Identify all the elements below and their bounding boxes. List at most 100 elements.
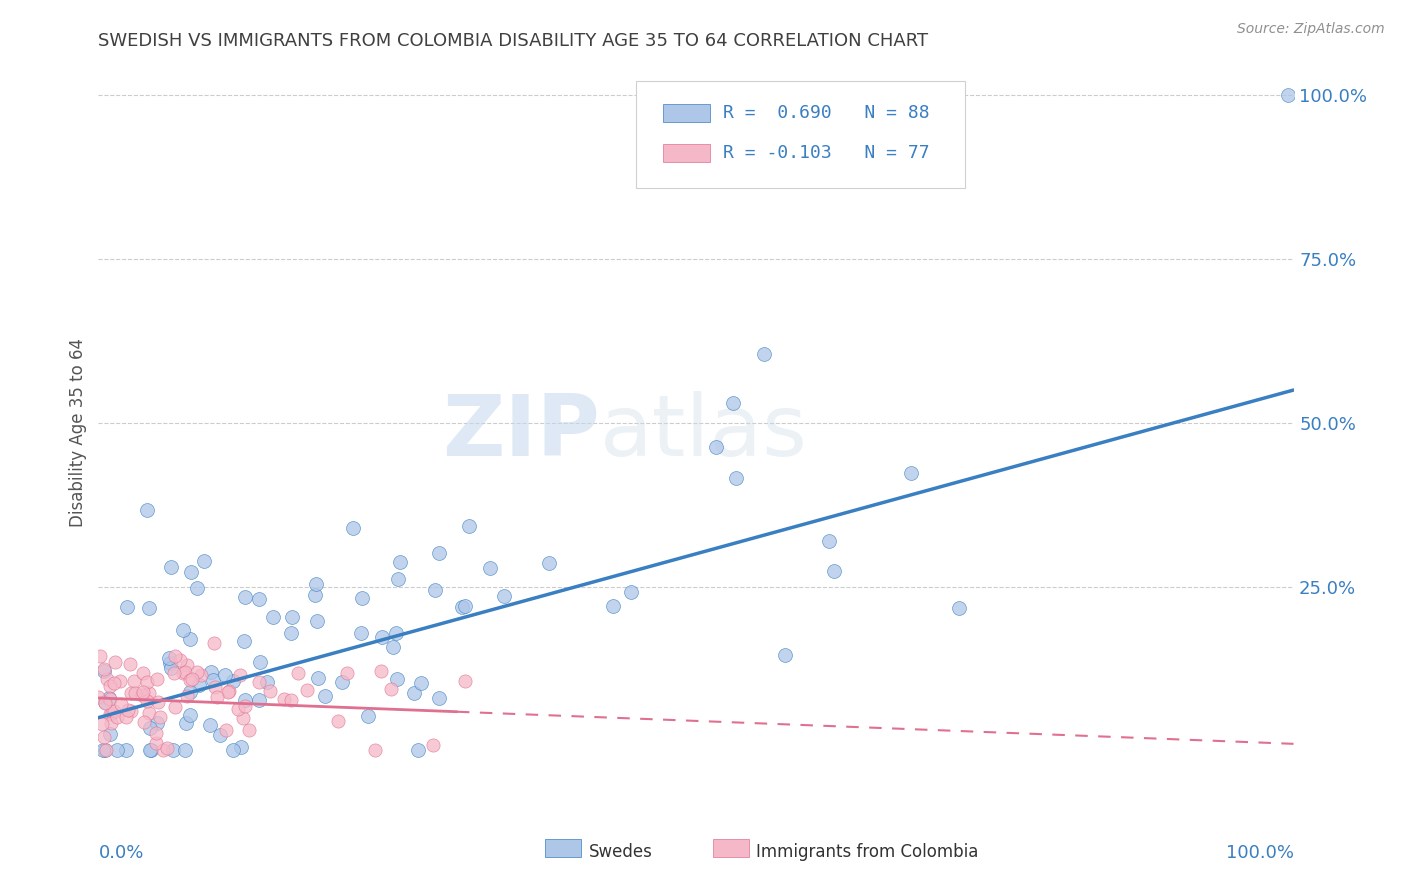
Point — [204, 680, 226, 694]
Point — [357, 708, 380, 723]
Point — [157, 651, 180, 665]
Point — [179, 632, 201, 646]
Point — [620, 584, 643, 599]
Point — [149, 709, 172, 723]
Point — [93, 743, 115, 757]
Point — [384, 625, 406, 640]
Point — [145, 736, 167, 750]
Text: 100.0%: 100.0% — [1226, 844, 1294, 862]
Text: Swedes: Swedes — [589, 843, 652, 861]
Point — [330, 675, 353, 690]
Point — [136, 675, 159, 690]
Point — [180, 565, 202, 579]
Point — [176, 657, 198, 672]
Point — [307, 671, 329, 685]
Point — [110, 697, 132, 711]
Point — [1277, 88, 1299, 103]
Point — [494, 589, 516, 603]
Point — [818, 533, 841, 548]
Point — [458, 519, 481, 533]
FancyBboxPatch shape — [546, 839, 581, 857]
FancyBboxPatch shape — [637, 81, 965, 188]
Point — [409, 676, 432, 690]
Text: SWEDISH VS IMMIGRANTS FROM COLOMBIA DISABILITY AGE 35 TO 64 CORRELATION CHART: SWEDISH VS IMMIGRANTS FROM COLOMBIA DISA… — [98, 32, 928, 50]
Point — [287, 665, 309, 680]
Text: atlas: atlas — [600, 391, 808, 475]
Point — [94, 695, 117, 709]
Point — [218, 683, 240, 698]
Point — [179, 684, 201, 698]
Point — [179, 673, 201, 687]
Point — [165, 699, 187, 714]
FancyBboxPatch shape — [662, 144, 710, 161]
Point — [172, 665, 194, 680]
Point — [478, 560, 501, 574]
Point — [162, 743, 184, 757]
Point — [98, 692, 121, 706]
Point — [115, 743, 138, 757]
Point — [259, 684, 281, 698]
Point — [176, 689, 198, 703]
Point — [422, 739, 444, 753]
Point — [233, 634, 256, 648]
Point — [87, 690, 110, 705]
Point — [222, 673, 245, 688]
Point — [181, 672, 204, 686]
Point — [193, 554, 215, 568]
Point — [233, 591, 256, 605]
Point — [233, 699, 256, 714]
Point — [97, 691, 120, 706]
Point — [280, 625, 302, 640]
Point — [222, 743, 245, 757]
Point — [105, 710, 128, 724]
Point — [200, 665, 222, 679]
Point — [247, 693, 270, 707]
Point — [454, 599, 477, 613]
Text: 0.0%: 0.0% — [98, 844, 143, 862]
Point — [159, 560, 181, 574]
Point — [388, 555, 411, 569]
Point — [174, 743, 197, 757]
Point — [186, 581, 208, 595]
Point — [256, 674, 278, 689]
Point — [186, 665, 208, 679]
Text: Source: ZipAtlas.com: Source: ZipAtlas.com — [1237, 22, 1385, 37]
Point — [141, 743, 163, 757]
Point — [232, 711, 254, 725]
Point — [132, 665, 155, 680]
Point — [217, 685, 239, 699]
Point — [98, 727, 121, 741]
Point — [427, 546, 450, 560]
Point — [98, 679, 121, 693]
Point — [342, 521, 364, 535]
Point — [371, 631, 394, 645]
Point — [94, 696, 117, 710]
Point — [163, 666, 186, 681]
Point — [152, 743, 174, 757]
Point — [103, 704, 125, 718]
Point — [215, 723, 238, 737]
Point — [145, 725, 167, 739]
Point — [172, 624, 194, 638]
Point — [231, 739, 253, 754]
Point — [364, 743, 387, 757]
Point — [214, 668, 236, 682]
Point — [146, 695, 169, 709]
Point — [538, 556, 561, 570]
Point — [107, 743, 129, 757]
Point — [280, 610, 302, 624]
Point — [948, 600, 970, 615]
Point — [406, 743, 429, 757]
Point — [201, 673, 224, 687]
FancyBboxPatch shape — [662, 103, 710, 121]
Point — [190, 667, 212, 681]
Point — [146, 716, 169, 731]
Point — [98, 706, 121, 721]
Point — [451, 600, 474, 615]
Point — [96, 672, 118, 686]
Point — [385, 672, 408, 686]
Point — [454, 673, 477, 688]
Point — [402, 686, 425, 700]
Point — [304, 588, 326, 602]
Point — [159, 661, 181, 675]
